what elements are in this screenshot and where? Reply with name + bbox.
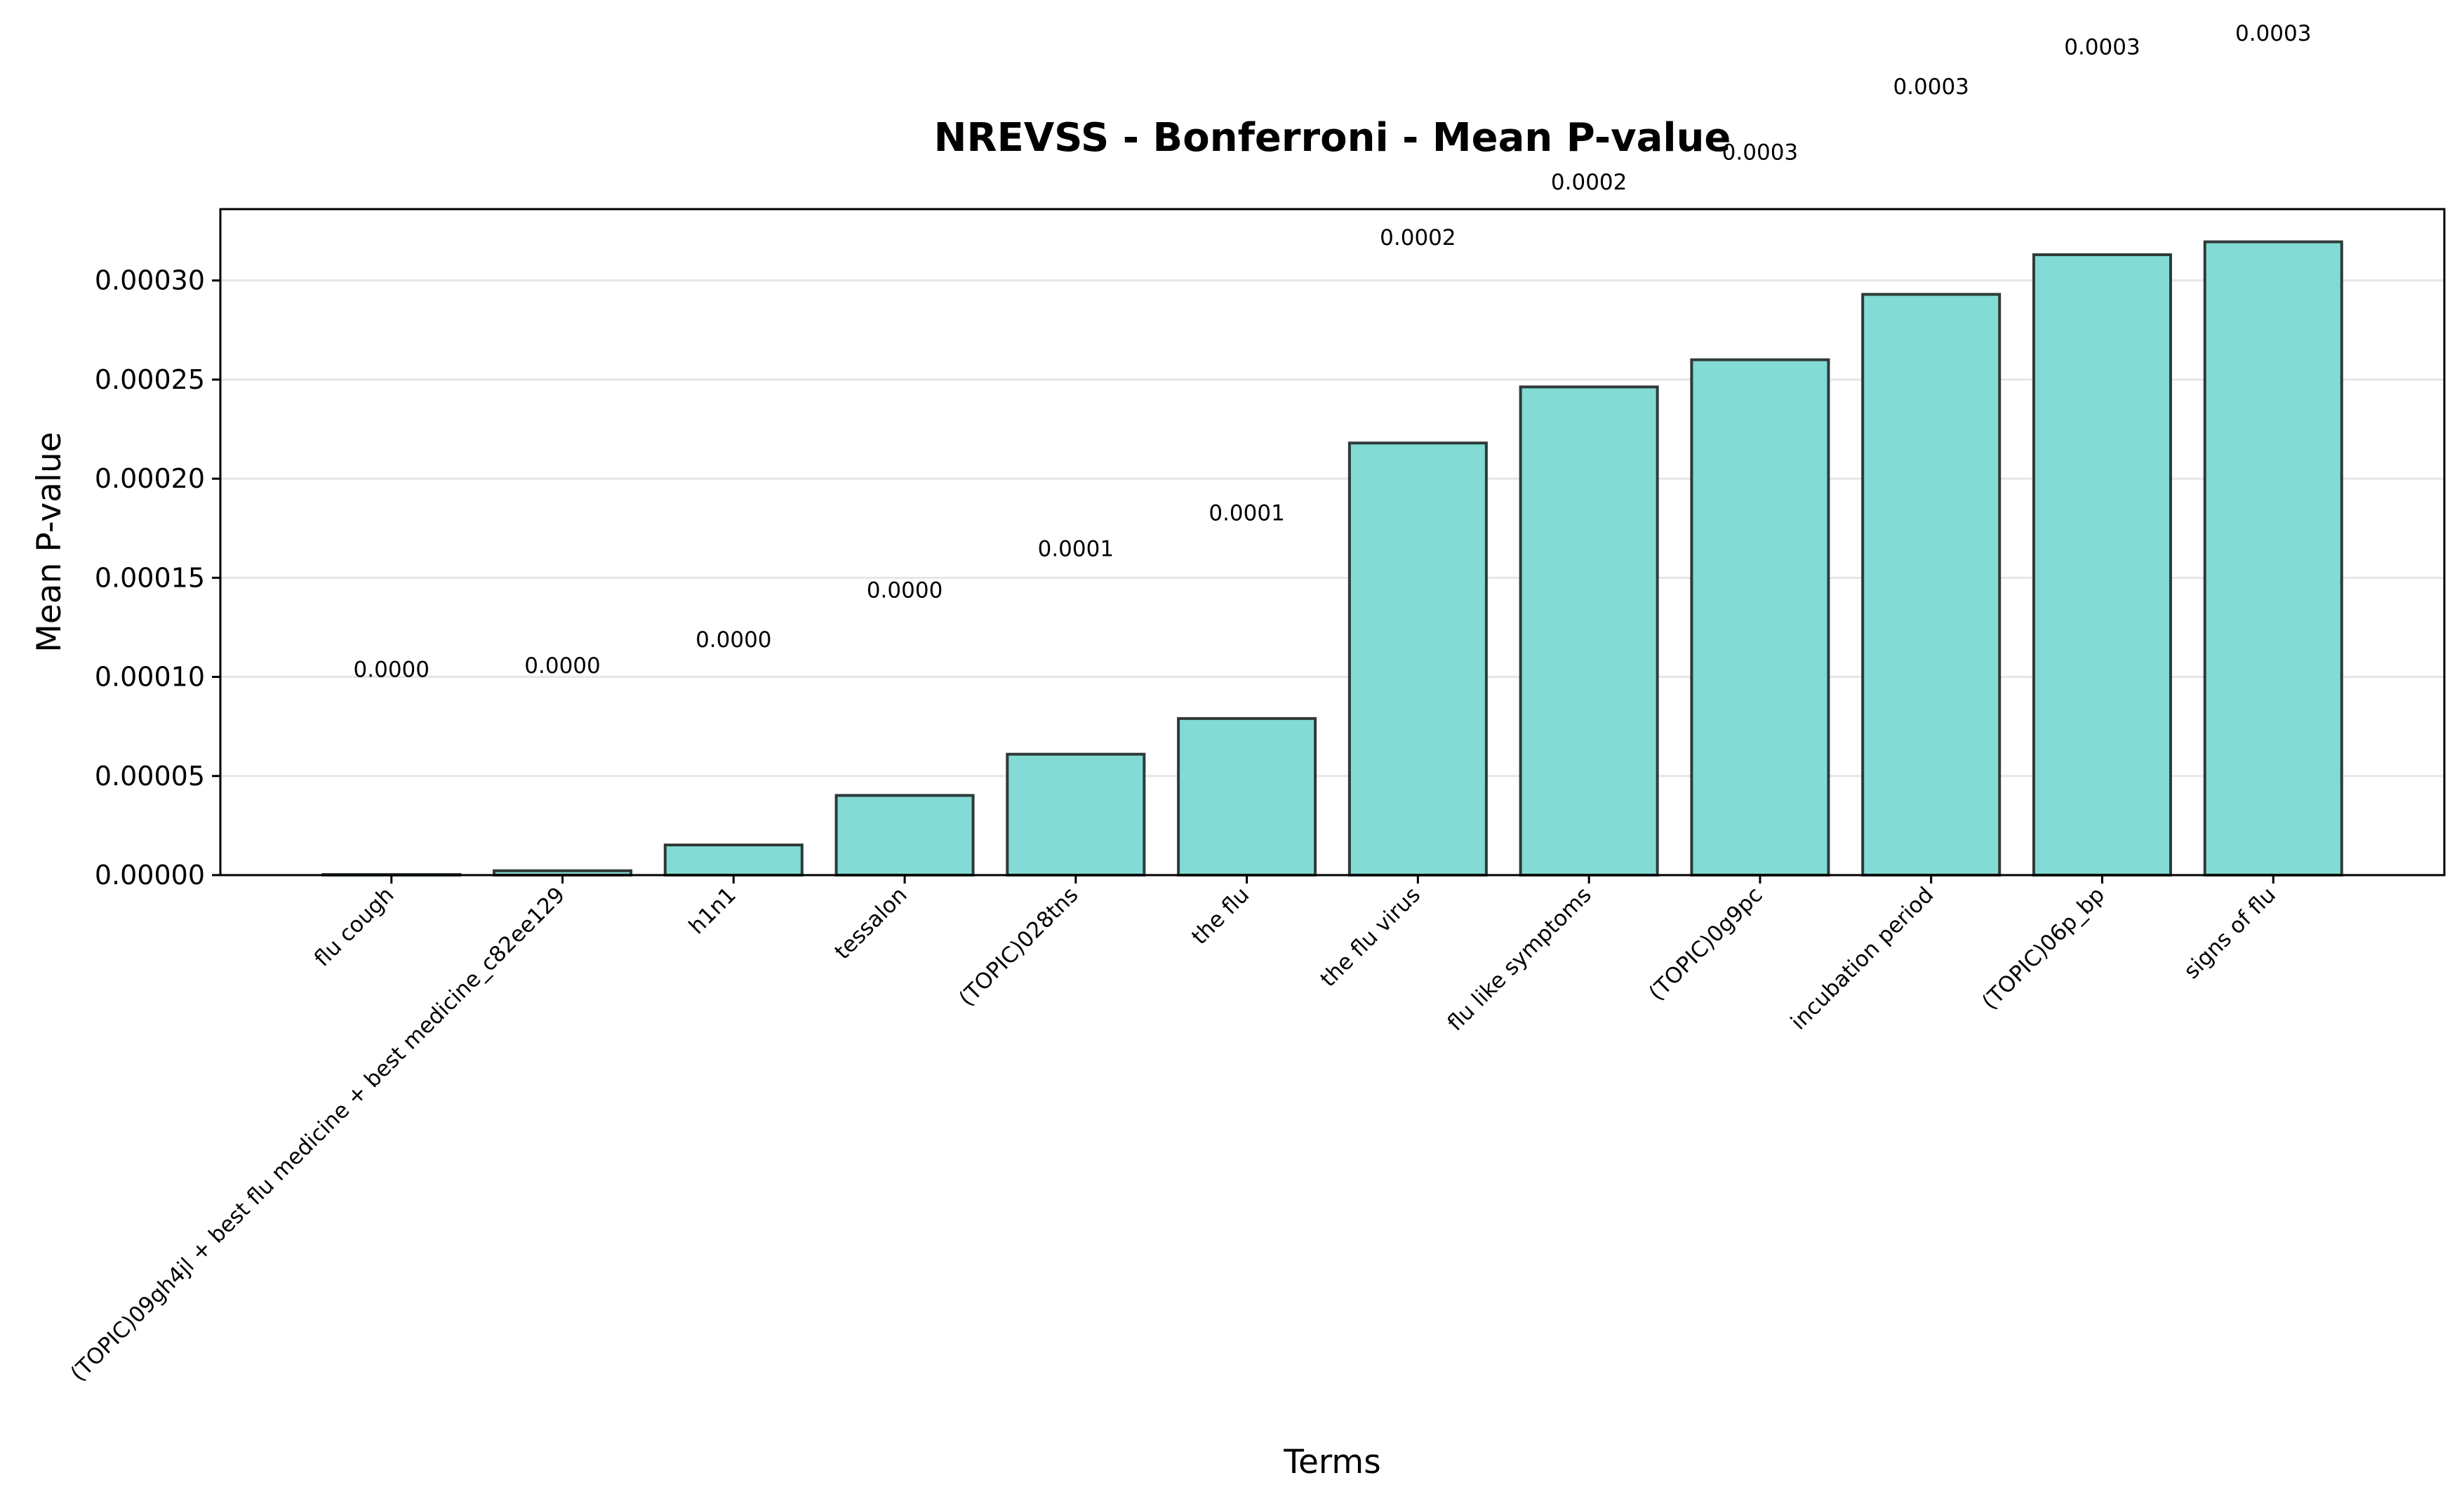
- x-axis-label: Terms: [1283, 1443, 1380, 1481]
- y-tick-label: 0.00025: [95, 364, 205, 395]
- data-label: 0.0001: [1208, 500, 1284, 526]
- data-label: 0.0000: [524, 653, 600, 679]
- y-tick-label: 0.00020: [95, 463, 205, 494]
- data-label: 0.0003: [2064, 35, 2140, 60]
- x-tick-label: tessalon: [830, 882, 912, 964]
- y-tick-label: 0.00000: [95, 860, 205, 891]
- y-axis-ticks: 0.00000 0.00005 0.00010 0.00015 0.00020 0.000…: [95, 265, 220, 891]
- x-tick-label: h1n1: [684, 882, 741, 939]
- bar: [1006, 752, 1146, 877]
- data-label: 0.0002: [1380, 225, 1456, 251]
- bar: [1690, 358, 1830, 877]
- x-tick-label: flu cough: [309, 882, 399, 971]
- bar: [1177, 717, 1317, 877]
- x-axis-ticks: flu cough(TOPIC)09gh4jl + best flu medic…: [66, 875, 2281, 1387]
- data-label: 0.0003: [1722, 140, 1798, 165]
- x-tick-label: signs of flu: [2179, 882, 2281, 984]
- bar: [1519, 385, 1659, 877]
- data-label: 0.0003: [2235, 21, 2311, 46]
- x-tick-label: the flu virus: [1316, 882, 1425, 992]
- bar: [2032, 253, 2172, 877]
- x-tick-label: (TOPIC)028tns: [954, 882, 1084, 1011]
- bar: [834, 794, 975, 877]
- x-tick-label: incubation period: [1786, 882, 1939, 1035]
- y-tick-label: 0.00005: [95, 761, 205, 792]
- x-tick-label: flu like symptoms: [1443, 882, 1597, 1036]
- data-label: 0.0002: [1551, 170, 1627, 195]
- chart-title: NREVSS - Bonferroni - Mean P-value: [934, 115, 1731, 161]
- x-tick-label: the flu: [1187, 882, 1254, 949]
- bar: [1347, 441, 1488, 877]
- bar: [1861, 293, 2002, 877]
- bar: [2203, 240, 2343, 877]
- gridlines: [220, 279, 2444, 877]
- y-tick-label: 0.00015: [95, 562, 205, 593]
- y-tick-label: 0.00010: [95, 662, 205, 693]
- x-tick-label: (TOPIC)06p_bp: [1977, 882, 2110, 1015]
- data-labels: 0.0000 0.0000 0.0000 0.0000 0.0001 0.0001 0.00…: [354, 21, 2312, 683]
- x-tick-label: (TOPIC)0g9pc: [1644, 882, 1768, 1006]
- data-label: 0.0001: [1038, 536, 1114, 561]
- y-tick-label: 0.00030: [95, 265, 205, 296]
- y-axis-label: Mean P-value: [30, 432, 69, 652]
- plot-frame: [219, 208, 2446, 877]
- data-label: 0.0000: [354, 658, 429, 683]
- data-label: 0.0000: [695, 627, 771, 653]
- bars: [321, 240, 2343, 877]
- bar: [663, 844, 804, 877]
- data-label: 0.0003: [1893, 74, 1969, 100]
- data-label: 0.0000: [867, 578, 943, 604]
